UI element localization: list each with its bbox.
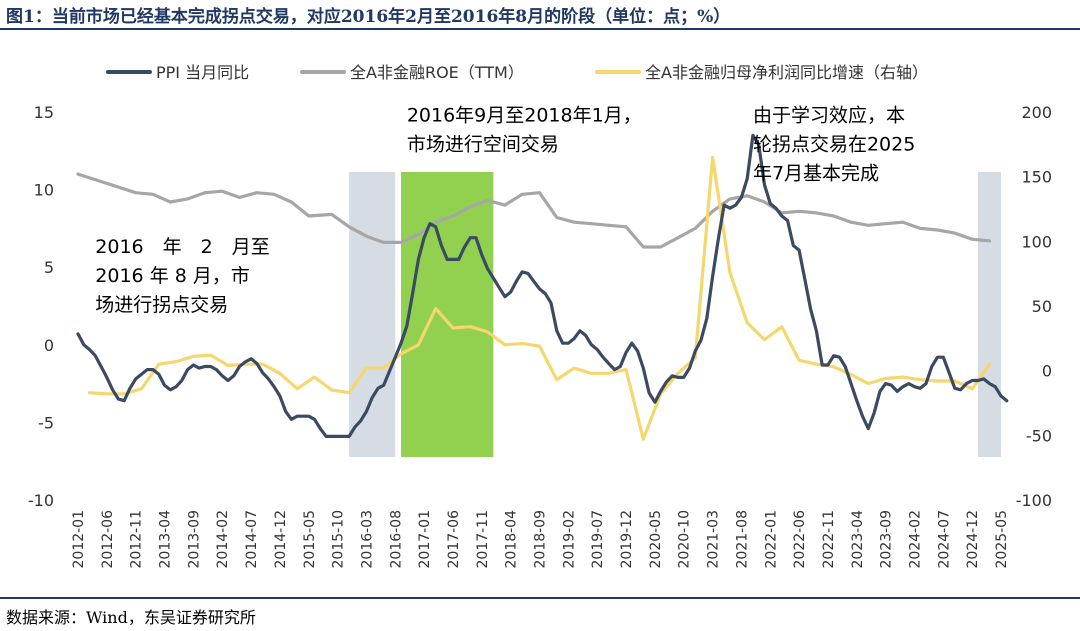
x-tick-label: 2022-06 [792, 510, 808, 569]
annotation-2-line-0: 由于学习效应，本 [753, 104, 905, 126]
x-tick-label: 2014-12 [273, 510, 289, 569]
y-left-tick-label: 5 [44, 258, 54, 277]
x-tick-label: 2022-11 [821, 510, 837, 569]
x-tick-label: 2014-02 [215, 510, 231, 569]
highlight-bands [349, 172, 1001, 457]
x-tick-label: 2020-05 [648, 510, 664, 569]
x-tick-label: 2023-04 [850, 510, 866, 569]
y-left-tick-label: -5 [38, 413, 54, 432]
x-tick-label: 2016-03 [359, 510, 375, 569]
x-tick-label: 2021-03 [706, 510, 722, 569]
annotation-0-line-1: 市场进行空间交易 [407, 133, 559, 155]
annotation-2-line-2: 年7月基本完成 [753, 162, 879, 184]
chart-annotations: 2016年9月至2018年1月， 市场进行空间交易 2016 年 2 月至 2016 … [95, 104, 915, 316]
y-right-tick-label: -100 [1016, 491, 1052, 510]
x-tick-label: 2014-07 [244, 510, 260, 569]
chart-legend: PPI 当月同比 全A非金融ROE（TTM） 全A非金融归母净利润同比增速（右轴） [106, 63, 928, 82]
x-tick-label: 2017-11 [475, 510, 491, 569]
x-tick-label: 2019-12 [619, 510, 635, 569]
annotation-1-line-1: 2016 年 8 月，市 [95, 265, 250, 287]
annotation-2-line-1: 轮拐点交易在2025 [753, 133, 915, 155]
x-tick-label: 2019-07 [590, 510, 606, 569]
highlight-band-0 [349, 172, 396, 457]
x-tick-label: 2018-04 [504, 510, 520, 569]
source-note: 数据来源：Wind，东吴证券研究所 [6, 608, 256, 627]
highlight-band-1 [401, 172, 494, 457]
y-right-tick-label: 100 [1021, 232, 1052, 251]
y-right-tick-label: -50 [1026, 426, 1052, 445]
annotation-1-line-0: 2016 年 2 月至 [95, 236, 269, 258]
x-tick-label: 2017-01 [417, 510, 433, 569]
x-tick-label: 2024-02 [907, 510, 923, 569]
x-tick-label: 2023-09 [879, 510, 895, 569]
x-tick-label: 2013-09 [186, 510, 202, 569]
x-tick-label: 2024-12 [965, 510, 981, 569]
x-tick-label: 2020-10 [677, 510, 693, 569]
x-tick-label: 2021-08 [734, 510, 750, 569]
x-tick-label: 2012-11 [129, 510, 145, 569]
series-line-1 [76, 172, 992, 249]
annotation-1-line-2: 场进行拐点交易 [95, 294, 228, 316]
x-tick-label: 2012-01 [71, 510, 87, 569]
legend-label-1: 全A非金融ROE（TTM） [350, 63, 524, 82]
figure-title: 图1：当前市场已经基本完成拐点交易，对应2016年2月至2016年8月的阶段（单… [6, 7, 731, 27]
x-tick-label: 2022-01 [763, 510, 779, 569]
y-left-tick-label: -10 [28, 491, 54, 510]
series-line-0 [76, 133, 1009, 438]
x-tick-label: 2025-05 [994, 510, 1010, 569]
x-tick-label: 2015-05 [302, 510, 318, 569]
x-tick-label: 2024-07 [936, 510, 952, 569]
top-rule [0, 28, 1080, 30]
y-left-tick-label: 0 [44, 336, 54, 355]
x-tick-label: 2017-06 [446, 510, 462, 569]
x-tick-label: 2015-10 [331, 510, 347, 569]
highlight-band-2 [977, 172, 1001, 457]
y-left-tick-label: 15 [34, 103, 54, 122]
x-tick-label: 2013-04 [158, 510, 174, 569]
series-lines [76, 133, 1009, 441]
x-tick-label: 2012-06 [100, 510, 116, 569]
y-right-tick-label: 50 [1032, 297, 1052, 316]
y-left-tick-label: 10 [34, 181, 54, 200]
x-tick-label: 2018-09 [533, 510, 549, 569]
y-right-tick-label: 200 [1021, 103, 1052, 122]
y-right-tick-label: 150 [1021, 168, 1052, 187]
legend-label-2: 全A非金融归母净利润同比增速（右轴） [645, 63, 928, 82]
legend-label-0: PPI 当月同比 [156, 63, 249, 82]
bottom-rule [0, 597, 1080, 599]
y-right-tick-label: 0 [1042, 362, 1052, 381]
x-tick-label: 2019-02 [561, 510, 577, 569]
annotation-0-line-0: 2016年9月至2018年1月， [407, 104, 642, 126]
x-tick-label: 2016-08 [388, 510, 404, 569]
